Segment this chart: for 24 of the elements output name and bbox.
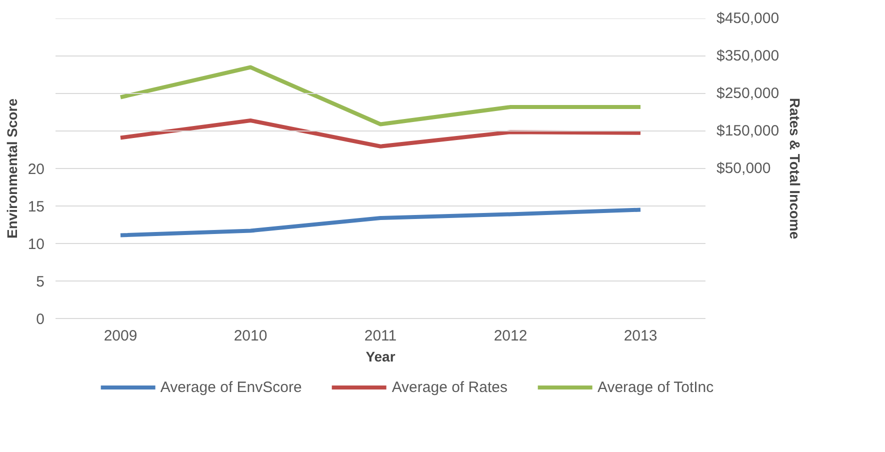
y-axis-title: Environmental Score <box>4 98 20 239</box>
y2-tick-label: $350,000 <box>716 48 780 64</box>
y-tick-label: 5 <box>36 274 44 290</box>
y-tick-label: 10 <box>28 236 45 253</box>
y2-tick-label: $450,000 <box>716 10 780 27</box>
y2-tick-label: $50,000 <box>716 160 771 177</box>
line-series <box>118 208 642 238</box>
y2-axis-title: Rates & Total Income <box>787 98 804 240</box>
x-tick-label: 2009 <box>104 328 138 344</box>
line-series <box>118 118 642 148</box>
y-tick-label: 15 <box>28 198 45 216</box>
x-axis-title: Year <box>366 348 396 364</box>
legend-label: Average of Rates <box>392 378 508 396</box>
x-tick-label: 2012 <box>494 328 528 344</box>
x-tick-label: 2010 <box>234 328 268 344</box>
y2-tick-label: $250,000 <box>716 85 780 102</box>
y-tick-label: 20 <box>28 161 45 178</box>
line-series <box>118 65 642 126</box>
x-tick-label: 2011 <box>364 328 397 344</box>
y2-tick-label: $150,000 <box>716 122 780 140</box>
legend-label: Average of TotInc <box>597 378 714 396</box>
x-tick-label: 2013 <box>624 328 658 344</box>
legend-label: Average of EnvScore <box>160 378 302 396</box>
y-tick-label: 0 <box>36 311 44 328</box>
